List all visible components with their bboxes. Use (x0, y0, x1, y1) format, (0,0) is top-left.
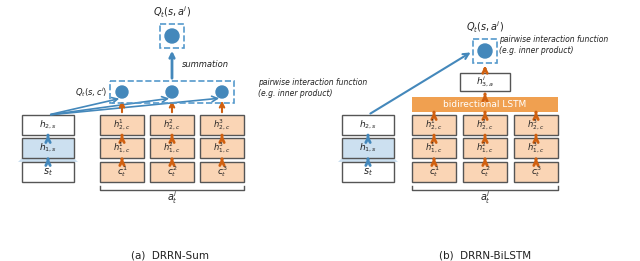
Circle shape (166, 86, 178, 98)
Text: $a_t^i$: $a_t^i$ (479, 189, 490, 206)
Text: $h_{2,s}$: $h_{2,s}$ (39, 119, 57, 131)
Text: $h_{2,c}^2$: $h_{2,c}^2$ (476, 118, 493, 132)
Bar (342, 162, 394, 182)
Text: $h_{1,c}^2$: $h_{1,c}^2$ (163, 141, 180, 155)
Bar (412, 115, 456, 135)
Text: $h_{2,s}$: $h_{2,s}$ (359, 119, 377, 131)
Bar (200, 162, 244, 182)
Bar (150, 138, 194, 158)
Bar (463, 162, 507, 182)
Bar (412, 138, 456, 158)
Text: $h_{2,c}^3$: $h_{2,c}^3$ (213, 118, 230, 132)
Bar (412, 97, 558, 112)
Bar (200, 115, 244, 135)
Polygon shape (18, 158, 78, 162)
Text: $c_t^3$: $c_t^3$ (216, 164, 227, 180)
Bar (100, 115, 144, 135)
Bar (463, 138, 507, 158)
Bar (342, 115, 394, 135)
Bar (463, 115, 507, 135)
Text: summation: summation (182, 60, 229, 69)
Text: (a)  DRRN-Sum: (a) DRRN-Sum (131, 250, 209, 260)
Text: $Q_t(s, a^i)$: $Q_t(s, a^i)$ (153, 5, 191, 20)
Text: $c_t^1$: $c_t^1$ (429, 164, 440, 180)
Bar (160, 24, 184, 48)
Text: $h_{2,c}^1$: $h_{2,c}^1$ (113, 118, 131, 132)
Text: bidirectional LSTM: bidirectional LSTM (444, 100, 527, 109)
Text: $c_t^2$: $c_t^2$ (479, 164, 490, 180)
Bar (412, 162, 456, 182)
Bar (100, 138, 144, 158)
Text: $h_{1,c}^1$: $h_{1,c}^1$ (426, 141, 443, 155)
Text: $h_{1,c}^3$: $h_{1,c}^3$ (527, 141, 545, 155)
Bar (150, 115, 194, 135)
Circle shape (116, 86, 128, 98)
Text: pairwise interaction function
(e.g. inner product): pairwise interaction function (e.g. inne… (499, 35, 608, 55)
Text: (b)  DRRN-BiLSTM: (b) DRRN-BiLSTM (439, 250, 531, 260)
Bar (200, 138, 244, 158)
Bar (460, 73, 510, 91)
Text: $c_t^3$: $c_t^3$ (531, 164, 541, 180)
Text: $h_{1,s}$: $h_{1,s}$ (359, 142, 377, 154)
Circle shape (165, 29, 179, 43)
Text: $a_t^i$: $a_t^i$ (166, 189, 177, 206)
Text: $s_t$: $s_t$ (43, 166, 53, 178)
Text: $h_{3,a}^i$: $h_{3,a}^i$ (476, 75, 494, 89)
Text: $h_{1,c}^2$: $h_{1,c}^2$ (476, 141, 493, 155)
Bar (342, 138, 394, 158)
Bar (22, 115, 74, 135)
Bar (22, 138, 74, 158)
Bar (473, 39, 497, 63)
Text: $s_t$: $s_t$ (363, 166, 373, 178)
Bar (514, 162, 558, 182)
Text: $Q_t(s, a^i)$: $Q_t(s, a^i)$ (466, 20, 504, 35)
Circle shape (478, 44, 492, 58)
Bar (514, 115, 558, 135)
Text: $h_{1,s}$: $h_{1,s}$ (39, 142, 57, 154)
Text: $Q_t(s, c^i)$: $Q_t(s, c^i)$ (76, 85, 108, 99)
Polygon shape (338, 158, 398, 162)
Text: $h_{2,c}^2$: $h_{2,c}^2$ (163, 118, 180, 132)
Bar (100, 162, 144, 182)
Bar (150, 162, 194, 182)
Text: $c_t^2$: $c_t^2$ (166, 164, 177, 180)
Text: $h_{2,c}^1$: $h_{2,c}^1$ (426, 118, 443, 132)
Text: $h_{1,c}^1$: $h_{1,c}^1$ (113, 141, 131, 155)
Text: $h_{2,c}^3$: $h_{2,c}^3$ (527, 118, 545, 132)
Bar (514, 138, 558, 158)
Text: pairwise interaction function
(e.g. inner product): pairwise interaction function (e.g. inne… (258, 78, 367, 98)
Text: $h_{1,c}^3$: $h_{1,c}^3$ (213, 141, 230, 155)
Bar (110, 81, 234, 103)
Text: $c_t^1$: $c_t^1$ (116, 164, 127, 180)
Bar (22, 162, 74, 182)
Circle shape (216, 86, 228, 98)
